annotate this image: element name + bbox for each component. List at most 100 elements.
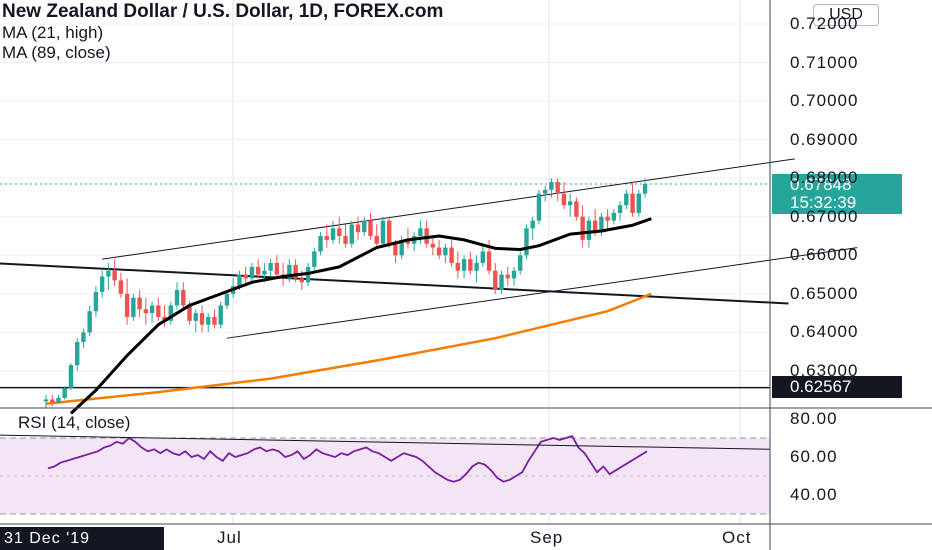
candle-body [493,270,498,290]
price-tick-label: 0.64000 [790,322,859,342]
candle [624,189,629,210]
candle [605,209,610,229]
candle-body [56,397,61,403]
candle-body [106,270,111,277]
candle [499,270,504,294]
candle-body [131,297,136,317]
candle-body [518,255,523,271]
candle-body [237,274,242,287]
candle-body [118,280,124,294]
price-tick-label: 0.72000 [790,14,859,33]
candle [343,224,348,248]
candle [287,259,292,283]
price-pane[interactable] [0,158,858,415]
rsi-legend[interactable]: RSI (14, close) [18,413,131,432]
candle-body [468,259,473,271]
price-tick-label: 0.66000 [790,245,859,265]
candle-body [299,278,305,283]
candle [255,259,261,279]
candle-body [424,228,429,244]
candle-body [624,193,629,206]
candle [75,338,80,371]
candle [449,239,454,267]
candle-body [449,247,454,264]
horizontal-level-tag: 0.62567 [772,376,902,398]
candle [149,301,155,323]
candle-body [430,243,436,248]
candle [461,255,467,279]
candle [374,224,379,248]
candle-body [405,239,411,244]
candle [312,247,317,271]
ma21-legend[interactable]: MA (21, high) [2,23,104,42]
candle-body [387,220,392,244]
candle [243,266,248,287]
candle [330,220,336,244]
candle [324,224,329,248]
price-tick-label: 0.71000 [790,52,859,72]
candle-body [262,270,267,275]
candle-body [393,243,398,256]
candle-body [337,228,342,237]
candle-body [505,274,510,279]
candle-body [362,220,367,233]
candle [206,313,211,333]
candle [455,251,461,279]
candle-body [380,220,386,244]
candle [143,297,149,325]
candle [156,297,161,321]
candle-body [461,259,467,271]
descending-line [0,262,789,305]
candle [611,209,617,225]
candle-body [181,289,186,306]
candle-body [549,182,554,190]
candle [50,394,55,407]
candle [636,189,641,217]
candle-body [243,274,248,279]
candle-body [312,251,317,267]
rsi-pane[interactable] [0,434,771,515]
candle-body [174,289,180,306]
candle-body [555,182,560,194]
candle [62,386,67,400]
candle [181,282,186,310]
ma89-legend[interactable]: MA (89, close) [2,43,111,62]
candle-body [355,224,361,233]
symbol-title[interactable]: New Zealand Dollar / U.S. Dollar, 1D, FO… [2,1,444,22]
currency-button[interactable]: USD [813,4,879,26]
candle [518,251,523,275]
candle [443,243,448,264]
candle [424,220,429,248]
candle [430,236,436,256]
candle-body [524,228,529,256]
candle [505,266,510,287]
candle-body [124,293,130,317]
candle-body [193,313,198,321]
candle [530,216,535,240]
candle-body [530,220,535,229]
ma21-line [69,217,652,415]
candle-body [486,251,492,271]
candle-body [617,205,623,213]
candle [617,201,623,221]
time-tick-label: Sep [530,528,564,547]
channel-upper [102,158,795,260]
candle [81,328,86,348]
candle-body [536,193,542,221]
candle-body [137,297,142,310]
candle [162,305,167,327]
candle-body [636,193,641,213]
candle [174,282,180,310]
ma89-line [45,292,652,405]
candle [567,193,573,217]
candle [131,293,136,321]
candle-body [68,365,74,389]
candle-body [143,309,149,314]
last-price-tag: 0.67848 [772,174,902,196]
candle [124,278,130,325]
candle [368,212,373,240]
candle-body [586,220,592,240]
candle-body [149,305,155,314]
candle-body [81,332,86,343]
